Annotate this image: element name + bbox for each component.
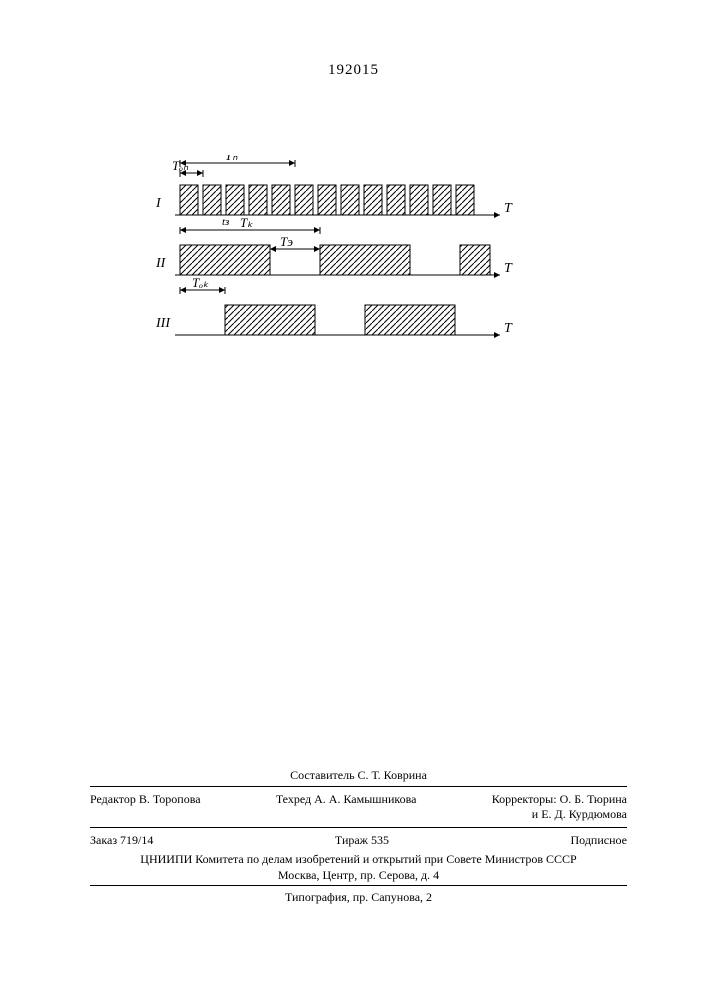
svg-text:T: T xyxy=(504,261,513,276)
corrector-1: Корректоры: О. Б. Тюрина xyxy=(492,792,627,806)
divider xyxy=(90,786,627,787)
page-number: 192015 xyxy=(0,62,707,79)
compositor: Составитель С. Т. Коврина xyxy=(90,768,627,783)
footer: Составитель С. Т. Коврина Редактор В. То… xyxy=(90,768,627,905)
svg-text:I: I xyxy=(155,196,162,211)
svg-text:Tэ: Tэ xyxy=(280,234,293,249)
svg-text:T: T xyxy=(504,201,513,216)
svg-text:T: T xyxy=(504,321,513,336)
svg-text:Tₒₖ: Tₒₖ xyxy=(192,275,209,290)
typography: Типография, пр. Сапунова, 2 xyxy=(90,890,627,905)
corrector-2: и Е. Д. Курдюмова xyxy=(532,807,627,821)
committee-line-1: ЦНИИПИ Комитета по делам изобретений и о… xyxy=(140,852,576,866)
divider xyxy=(90,827,627,828)
svg-text:Tₖ: Tₖ xyxy=(240,215,253,230)
order-number: Заказ 719/14 xyxy=(90,833,153,848)
timing-diagram: TITₒₙTₙTIITₖTэtзTIIITₒₖ xyxy=(150,155,520,375)
subscription: Подписное xyxy=(571,833,628,848)
svg-text:II: II xyxy=(155,256,167,271)
editor: Редактор В. Торопова xyxy=(90,792,201,822)
svg-text:tз: tз xyxy=(222,216,229,228)
divider xyxy=(90,885,627,886)
svg-text:Tₙ: Tₙ xyxy=(225,155,238,163)
tirage: Тираж 535 xyxy=(335,833,389,848)
svg-text:III: III xyxy=(155,316,171,331)
techred: Техред А. А. Камышникова xyxy=(276,792,417,822)
committee-line-2: Москва, Центр, пр. Серова, д. 4 xyxy=(278,868,439,882)
